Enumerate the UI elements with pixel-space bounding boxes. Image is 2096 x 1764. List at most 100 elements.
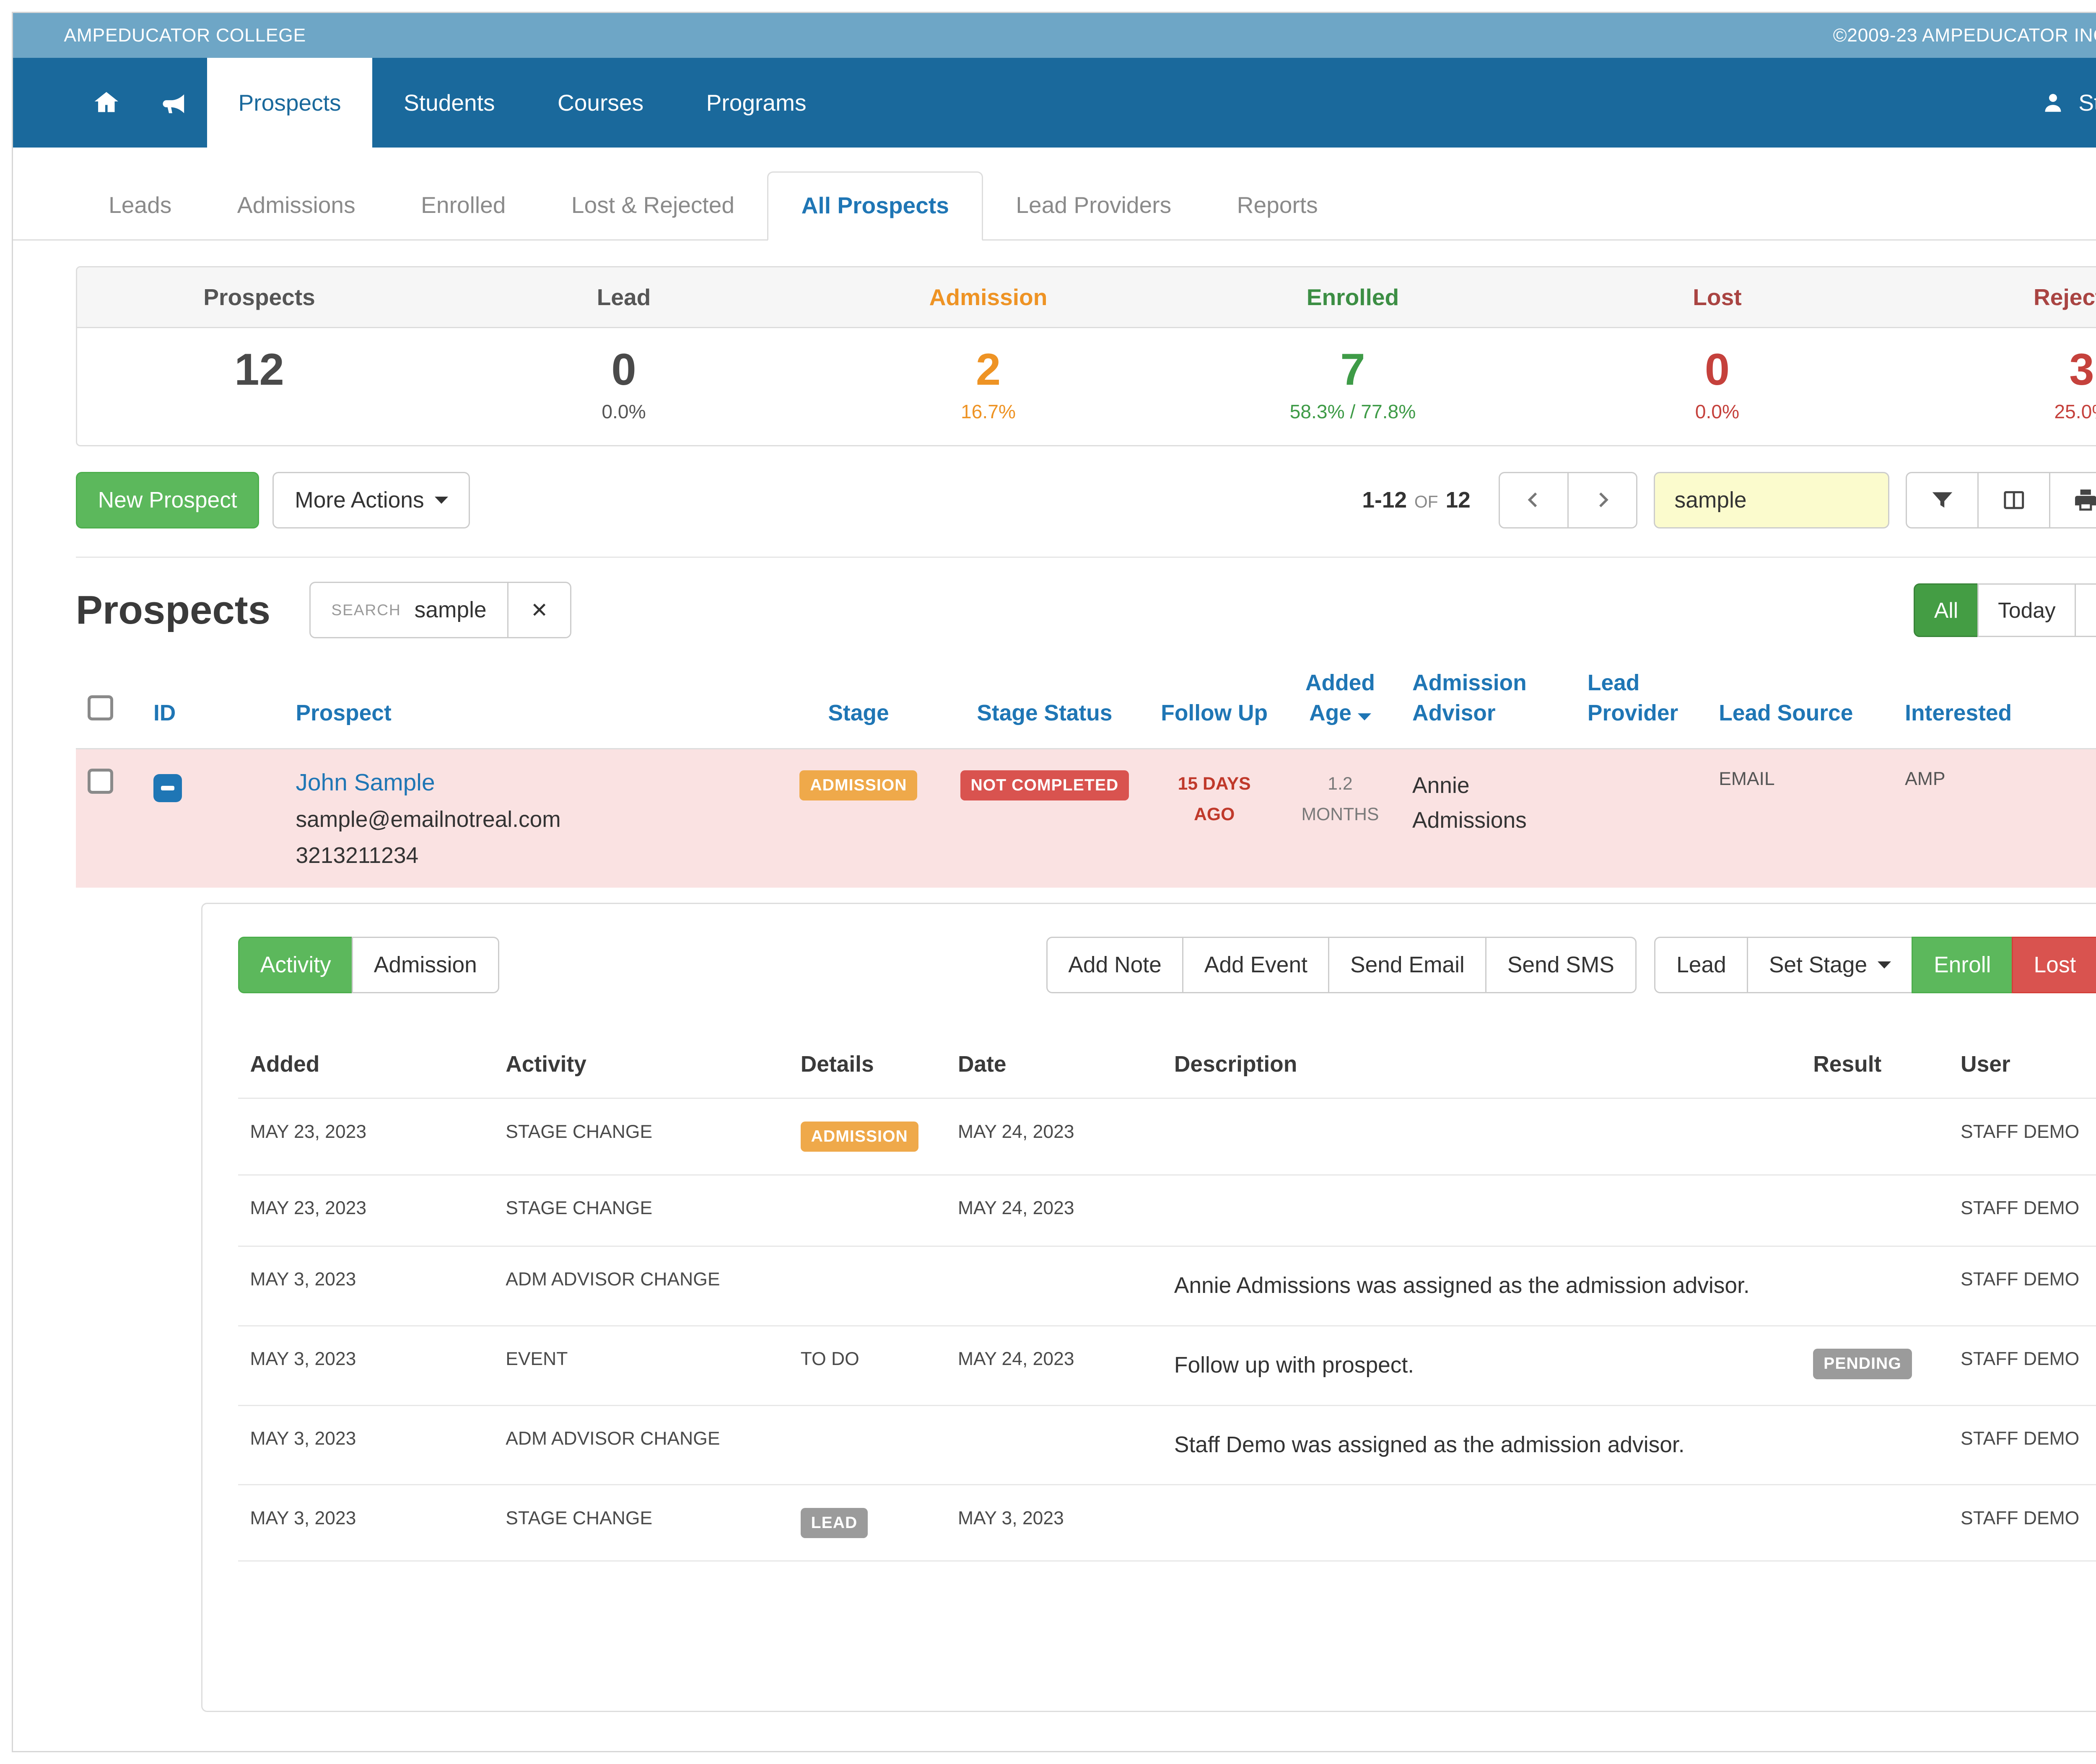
stat-lead: 0 0.0% xyxy=(441,342,806,426)
search-input[interactable] xyxy=(1654,471,1890,528)
select-all-checkbox[interactable] xyxy=(88,695,113,721)
col-header-admission-advisor[interactable]: Admission Advisor xyxy=(1400,656,1576,749)
col-header-follow-up[interactable]: Follow Up xyxy=(1148,656,1280,749)
page-total: 12 xyxy=(1445,487,1471,513)
result-badge: PENDING xyxy=(1813,1349,1912,1379)
filter-all-button[interactable]: All xyxy=(1913,583,1979,637)
col-header-prospect[interactable]: Prospect xyxy=(283,656,777,749)
lead-button[interactable]: Lead xyxy=(1654,936,1748,993)
top-strip: AMPEDUCATOR COLLEGE ©2009-23 AMPEDUCATOR… xyxy=(13,13,2096,58)
activity-type: STAGE CHANGE xyxy=(493,1098,789,1175)
admission-advisor-value: Annie Admissions xyxy=(1412,773,1527,833)
activity-added: MAY 3, 2023 xyxy=(238,1325,494,1406)
search-chip-main: SEARCH sample xyxy=(311,583,508,637)
tab-admission[interactable]: Admission xyxy=(351,936,499,993)
tab-activity[interactable]: Activity xyxy=(238,936,353,993)
home-icon[interactable] xyxy=(73,58,140,147)
prospects-table-header-row: ID Prospect Stage Stage Status Follow Up… xyxy=(75,656,2096,749)
col-header-lead-source[interactable]: Lead Source xyxy=(1707,656,1893,749)
col-header-id[interactable]: ID xyxy=(141,656,284,749)
tab-reports[interactable]: Reports xyxy=(1237,192,1318,218)
page-range: 1-12 xyxy=(1362,487,1407,513)
tab-admissions[interactable]: Admissions xyxy=(237,192,355,218)
col-header-stage[interactable]: Stage xyxy=(776,656,941,749)
tab-all-prospects[interactable]: All Prospects xyxy=(767,171,983,241)
nav-item-programs[interactable]: Programs xyxy=(675,58,838,147)
activity-description: Staff Demo was assigned as the admission… xyxy=(1162,1404,1801,1485)
tab-lost-rejected[interactable]: Lost & Rejected xyxy=(571,192,735,218)
filter-icon[interactable] xyxy=(1906,471,1979,528)
stat-pct xyxy=(77,400,441,425)
activity-date xyxy=(946,1246,1162,1326)
more-actions-button[interactable]: More Actions xyxy=(272,471,470,528)
announcements-icon[interactable] xyxy=(140,58,207,147)
activity-user: STAFF DEMO xyxy=(1948,1484,2096,1562)
activity-user: STAFF DEMO xyxy=(1948,1404,2096,1485)
row-checkbox[interactable] xyxy=(88,768,113,794)
filter-today-button[interactable]: Today xyxy=(1977,583,2076,637)
pagination-info: 1-12 OF 12 xyxy=(1362,487,1470,513)
enroll-button[interactable]: Enroll xyxy=(1912,936,2013,993)
lead-provider-value xyxy=(1575,749,1707,888)
close-icon: ✕ xyxy=(530,598,548,622)
col-header-added: Added xyxy=(238,1038,494,1099)
stat-label-enrolled: Enrolled xyxy=(1306,284,1399,310)
collapse-row-icon[interactable] xyxy=(153,774,182,803)
activity-description xyxy=(1162,1484,1801,1562)
activity-added: MAY 3, 2023 xyxy=(238,1484,494,1562)
col-header-interested[interactable]: Interested xyxy=(1893,656,2068,749)
prospect-name-link[interactable]: John Sample xyxy=(296,769,435,796)
stat-value: 7 xyxy=(1340,344,1365,394)
tab-lead-providers[interactable]: Lead Providers xyxy=(1016,192,1172,218)
nav-item-prospects[interactable]: Prospects xyxy=(207,58,373,148)
nav-item-label: Programs xyxy=(706,90,807,116)
new-prospect-button[interactable]: New Prospect xyxy=(75,471,259,528)
tab-enrolled[interactable]: Enrolled xyxy=(421,192,506,218)
activity-added: MAY 3, 2023 xyxy=(238,1404,494,1485)
stage-actions: Lead Set Stage Enroll Lost Reject xyxy=(1654,936,2096,993)
toolbar-left: New Prospect More Actions xyxy=(75,471,470,528)
activity-result xyxy=(1801,1174,1949,1246)
activity-details xyxy=(789,1174,946,1246)
col-header-activity: Activity xyxy=(493,1038,789,1099)
col-header-added-age[interactable]: Added Age xyxy=(1280,656,1401,749)
stat-label-prospects: Prospects xyxy=(203,284,315,310)
col-header-lead-provider[interactable]: Lead Provider xyxy=(1575,656,1707,749)
nav-item-courses[interactable]: Courses xyxy=(526,58,675,147)
activity-details xyxy=(789,1404,946,1485)
tab-leads[interactable]: Leads xyxy=(109,192,172,218)
nav-item-label: Courses xyxy=(557,90,644,116)
add-event-button[interactable]: Add Event xyxy=(1182,936,1330,993)
stat-value: 2 xyxy=(975,344,1001,394)
send-sms-button[interactable]: Send SMS xyxy=(1485,936,1637,993)
date-filter-group: All Today 7 Days Late xyxy=(1913,583,2096,637)
activity-row: MAY 3, 2023 ADM ADVISOR CHANGE Staff Dem… xyxy=(238,1404,2096,1485)
columns-icon[interactable] xyxy=(1977,471,2051,528)
stat-lost: 0 0.0% xyxy=(1535,342,1899,426)
add-note-button[interactable]: Add Note xyxy=(1046,936,1184,993)
lost-button[interactable]: Lost xyxy=(2011,936,2096,993)
stat-value: 0 xyxy=(1704,344,1730,394)
activity-table: Added Activity Details Date Description … xyxy=(238,1038,2096,1562)
activity-result xyxy=(1801,1484,1949,1562)
next-page-button[interactable] xyxy=(1567,471,1638,528)
activity-type: ADM ADVISOR CHANGE xyxy=(493,1404,789,1485)
section-tabs: Leads Admissions Enrolled Lost & Rejecte… xyxy=(13,147,2096,241)
prev-page-button[interactable] xyxy=(1499,471,1569,528)
filter-7days-button[interactable]: 7 Days xyxy=(2075,583,2096,637)
clear-search-button[interactable]: ✕ xyxy=(507,583,570,637)
print-icon[interactable] xyxy=(2049,471,2096,528)
activity-result xyxy=(1801,1246,1949,1326)
stat-label-admission: Admission xyxy=(929,284,1048,310)
col-header-stage-status[interactable]: Stage Status xyxy=(940,656,1149,749)
activity-description: Follow up with prospect. xyxy=(1162,1325,1801,1406)
nav-item-students[interactable]: Students xyxy=(372,58,526,147)
stat-pct: 16.7% xyxy=(960,401,1016,423)
lead-source-value: EMAIL xyxy=(1719,768,1775,789)
send-email-button[interactable]: Send Email xyxy=(1328,936,1487,993)
set-stage-button[interactable]: Set Stage xyxy=(1747,936,1913,993)
user-menu[interactable]: Staff Demo xyxy=(2020,89,2096,116)
detail-actions: Add Note Add Event Send Email Send SMS L… xyxy=(1046,936,2096,993)
activity-details: TO DO xyxy=(789,1325,946,1406)
stat-value: 3 xyxy=(2069,344,2094,394)
